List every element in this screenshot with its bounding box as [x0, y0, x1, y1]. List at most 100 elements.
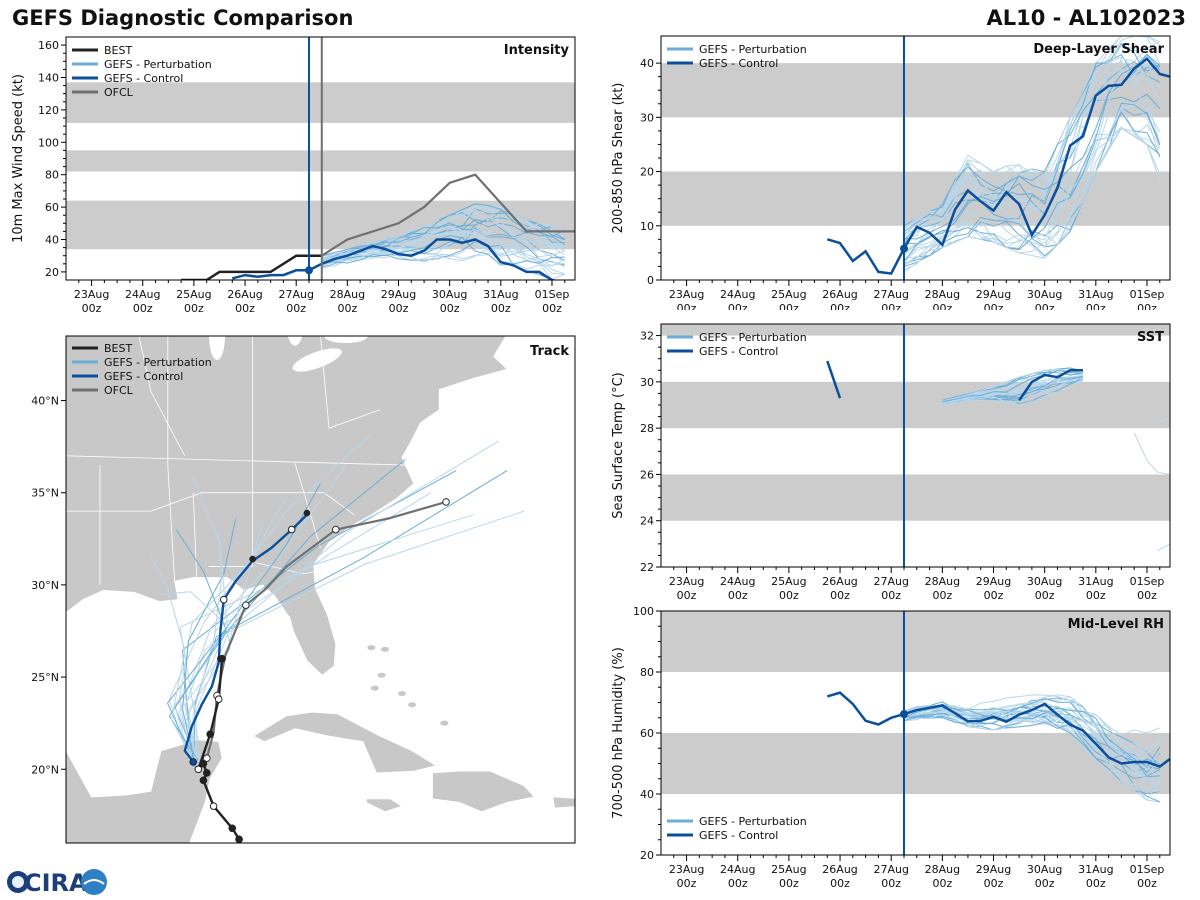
panel-title: Intensity — [504, 43, 570, 58]
perturbation-member-line — [903, 61, 1160, 233]
y-tick-label: 26 — [640, 468, 654, 481]
y-tick-label: 22 — [640, 561, 654, 574]
perturbation-member-line — [942, 378, 1084, 406]
perturbation-member-line — [321, 228, 566, 267]
y-tick-label: 40 — [45, 234, 59, 247]
x-tick-sublabel: 00z — [984, 589, 1004, 602]
state-border — [167, 336, 175, 582]
lake-ontario — [323, 336, 368, 343]
ofcl-track-point — [442, 498, 450, 506]
perturbation-member-line — [903, 36, 1161, 234]
x-tick-sublabel: 00z — [1137, 302, 1157, 310]
x-tick-sublabel: 00z — [1086, 302, 1106, 310]
bahamas-island — [380, 646, 389, 652]
perturbation-member-line — [903, 40, 1161, 229]
state-border — [66, 455, 406, 466]
y-tick-label: 140 — [38, 72, 59, 85]
x-tick-label: 25Aug — [771, 575, 806, 588]
perturbation-member-line — [1146, 413, 1170, 425]
x-tick-label: 31Aug — [1078, 288, 1113, 301]
y-tick-label: 80 — [45, 169, 59, 182]
x-tick-sublabel: 00z — [1035, 877, 1055, 890]
x-tick-label: 31Aug — [483, 288, 518, 301]
x-tick-sublabel: 00z — [337, 302, 357, 315]
plot-area — [181, 173, 575, 280]
x-tick-sublabel: 00z — [235, 302, 255, 315]
x-tick-label: 25Aug — [771, 288, 806, 301]
state-border — [208, 336, 254, 567]
x-tick-sublabel: 00z — [984, 877, 1004, 890]
y-tick-label: 20 — [640, 849, 654, 862]
legend-label: GEFS - Control — [699, 345, 778, 358]
init-marker — [899, 244, 908, 253]
perturbation-member-line — [321, 222, 566, 266]
x-tick-sublabel: 00z — [82, 302, 102, 315]
perturbation-member-line — [903, 42, 1161, 241]
perturbation-member-line — [942, 369, 1084, 403]
perturbation-track — [159, 591, 231, 769]
perturbation-track — [174, 459, 406, 761]
perturbation-member-line — [321, 245, 565, 275]
y-axis-label: 200-850 hPa Shear (kt) — [611, 83, 626, 234]
x-tick-sublabel: 00z — [389, 302, 409, 315]
x-tick-sublabel: 00z — [677, 589, 697, 602]
x-tick-sublabel: 00z — [1086, 589, 1106, 602]
y-tick-label: 80 — [640, 666, 654, 679]
control-line — [826, 360, 842, 399]
x-tick-label: 24Aug — [720, 575, 755, 588]
shaded-band — [661, 611, 1170, 672]
x-tick-label: 01Sep — [535, 288, 570, 301]
y-axis-label: Sea Surface Temp (°C) — [611, 372, 626, 519]
bahamas-island — [377, 672, 386, 678]
ofcl-track-point — [203, 754, 211, 762]
control-line — [826, 691, 1170, 769]
control-line — [1018, 369, 1083, 402]
x-tick-sublabel: 00z — [881, 302, 901, 310]
x-tick-sublabel: 00z — [881, 589, 901, 602]
x-tick-label: 23Aug — [669, 575, 704, 588]
state-border — [192, 492, 198, 578]
x-tick-sublabel: 00z — [677, 302, 697, 310]
bahamas-island — [367, 645, 376, 651]
shaded-band — [661, 474, 1170, 521]
y-tick-label: 30 — [640, 111, 654, 124]
bahamas-island — [440, 720, 449, 726]
perturbation-member-line — [903, 61, 1161, 240]
y-tick-label: 10 — [640, 220, 654, 233]
control-track-point — [287, 525, 296, 534]
logo-text: CIRA — [24, 869, 88, 897]
y-tick-label: 24 — [640, 515, 654, 528]
shaded-band — [661, 324, 1170, 336]
lake-michigan — [209, 336, 226, 360]
x-tick-sublabel: 00z — [932, 877, 952, 890]
y-tick-label: 28 — [640, 422, 654, 435]
x-tick-sublabel: 00z — [932, 589, 952, 602]
perturbation-track — [185, 440, 499, 764]
x-tick-label: 24Aug — [720, 288, 755, 301]
lat-tick-label: 40°N — [31, 395, 59, 408]
ofcl-line — [321, 173, 575, 257]
plot-area — [826, 691, 1170, 803]
x-tick-sublabel: 00z — [779, 589, 799, 602]
control-track-point — [189, 758, 198, 766]
best-track-point — [194, 765, 203, 774]
x-tick-label: 28Aug — [925, 863, 960, 876]
rh-panel: 2040608010023Aug00z24Aug00z25Aug00z26Aug… — [611, 605, 1171, 890]
best-track — [197, 658, 241, 840]
x-tick-sublabel: 00z — [677, 877, 697, 890]
perturbation-track — [193, 470, 508, 764]
y-tick-label: 20 — [640, 166, 654, 179]
control-track-point — [219, 595, 228, 604]
best-track-point — [228, 824, 237, 833]
x-tick-label: 01Sep — [1130, 863, 1165, 876]
best-line — [181, 254, 322, 280]
lat-tick-label: 25°N — [31, 671, 59, 684]
cira-logo: CIRA — [7, 869, 107, 897]
y-tick-label: 60 — [640, 727, 654, 740]
panel-title: SST — [1137, 330, 1164, 345]
x-tick-label: 27Aug — [873, 863, 908, 876]
shear-panel: 01020304023Aug00z24Aug00z25Aug00z26Aug00… — [611, 35, 1171, 310]
state-border — [138, 336, 186, 457]
legend-label: GEFS - Control — [699, 829, 778, 842]
storm-id: AL10 - AL102023 — [986, 6, 1187, 30]
